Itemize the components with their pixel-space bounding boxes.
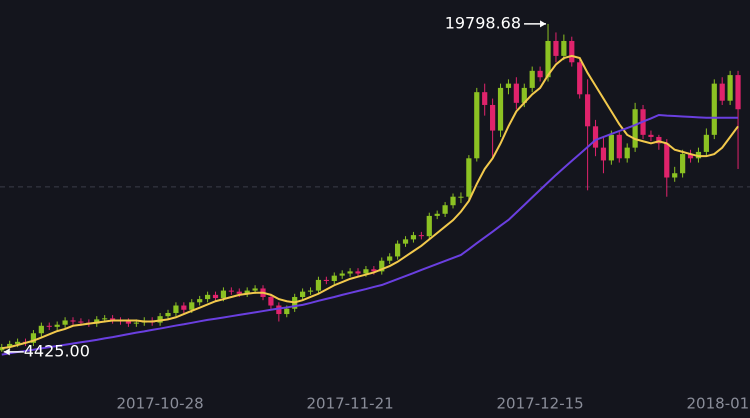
candle-body: [102, 318, 108, 320]
candle-body: [78, 321, 84, 323]
candle-body: [133, 322, 139, 324]
x-tick-label: 2017-11-21: [307, 395, 394, 413]
candle-body: [395, 243, 401, 257]
high-arrow-head: [540, 20, 547, 28]
candle-body: [323, 279, 329, 281]
candle-body: [450, 196, 456, 206]
candle-body: [577, 62, 583, 95]
candle-body: [387, 256, 393, 261]
candle-body: [70, 320, 76, 322]
candle-body: [505, 83, 512, 88]
x-tick-label: 2018-01-08: [687, 395, 750, 413]
candle-body: [711, 83, 717, 135]
candle-body: [434, 213, 440, 216]
candle-body: [482, 92, 488, 105]
low-arrow-head: [3, 348, 10, 356]
candle-body: [212, 294, 219, 299]
candle-body: [14, 341, 21, 344]
candle-body: [521, 87, 527, 103]
candle-body: [54, 324, 60, 327]
candle-body: [46, 325, 52, 327]
candle-body: [490, 104, 496, 131]
candle-body: [125, 321, 132, 324]
candle-body: [236, 291, 242, 294]
candle-body: [276, 305, 282, 315]
candle-body: [220, 290, 227, 299]
candle-body: [355, 271, 361, 274]
candle-body: [94, 319, 100, 324]
candle-body: [545, 40, 551, 78]
candle-body: [561, 40, 567, 56]
candle-body: [497, 87, 504, 131]
candle-body: [165, 312, 171, 317]
candle-body: [7, 343, 13, 348]
candle-body: [608, 134, 614, 161]
candle-body: [418, 235, 424, 237]
candle-body: [719, 83, 725, 101]
candle-body: [600, 147, 607, 161]
candle-body: [62, 320, 68, 325]
candle-body: [307, 290, 314, 292]
candle-body: [331, 275, 337, 281]
candle-body: [30, 333, 37, 343]
candle-body: [585, 94, 591, 127]
candle-body: [379, 260, 385, 272]
candle-body: [38, 325, 44, 334]
candle-body: [569, 40, 575, 63]
candle-body: [205, 294, 211, 300]
candle-body: [189, 302, 195, 310]
candle-body: [410, 235, 417, 240]
candle-body: [347, 271, 353, 274]
candle-body: [592, 126, 599, 148]
candle-body: [537, 70, 543, 78]
candle-body: [300, 291, 306, 297]
candle-body: [656, 136, 662, 144]
candle-body: [284, 308, 290, 315]
x-tick-label: 2017-10-28: [117, 395, 204, 413]
candle-body: [244, 290, 250, 294]
candle-body: [687, 154, 694, 159]
candle-body: [624, 147, 630, 159]
candle-body: [680, 154, 686, 174]
candle-body: [402, 239, 409, 244]
candle-body: [268, 296, 274, 306]
candle-body: [513, 83, 519, 103]
candle-body: [458, 196, 464, 198]
candle-body: [474, 92, 480, 159]
candle-body: [442, 205, 448, 214]
candle-body: [672, 173, 678, 178]
candle-body: [703, 134, 709, 152]
candle-body: [466, 158, 472, 197]
candle-body: [371, 269, 377, 272]
candle-body: [553, 40, 559, 56]
candle-body: [616, 134, 622, 159]
x-tick-label: 2017-12-15: [497, 395, 584, 413]
candle-body: [315, 279, 322, 291]
high-label: 19798.68: [445, 13, 521, 32]
candle-body: [339, 273, 345, 276]
candle-body: [529, 70, 535, 88]
candle-body: [648, 134, 654, 137]
low-label: 4425.00: [24, 341, 90, 360]
candle-body: [727, 75, 733, 101]
candle-body: [363, 269, 369, 274]
candle-body: [426, 215, 432, 237]
candle-body: [157, 316, 163, 323]
candle-body: [695, 151, 702, 159]
candle-body: [228, 290, 234, 292]
candle-body: [173, 305, 179, 313]
candle-body: [735, 75, 741, 110]
ma-line: [1, 113, 739, 356]
candle-body: [109, 318, 116, 321]
candle-body: [664, 143, 670, 178]
candle-body: [181, 305, 187, 310]
candle-body: [197, 299, 203, 303]
candle-body: [252, 288, 258, 291]
ma-line: [1, 54, 739, 350]
candle-body: [632, 109, 638, 148]
